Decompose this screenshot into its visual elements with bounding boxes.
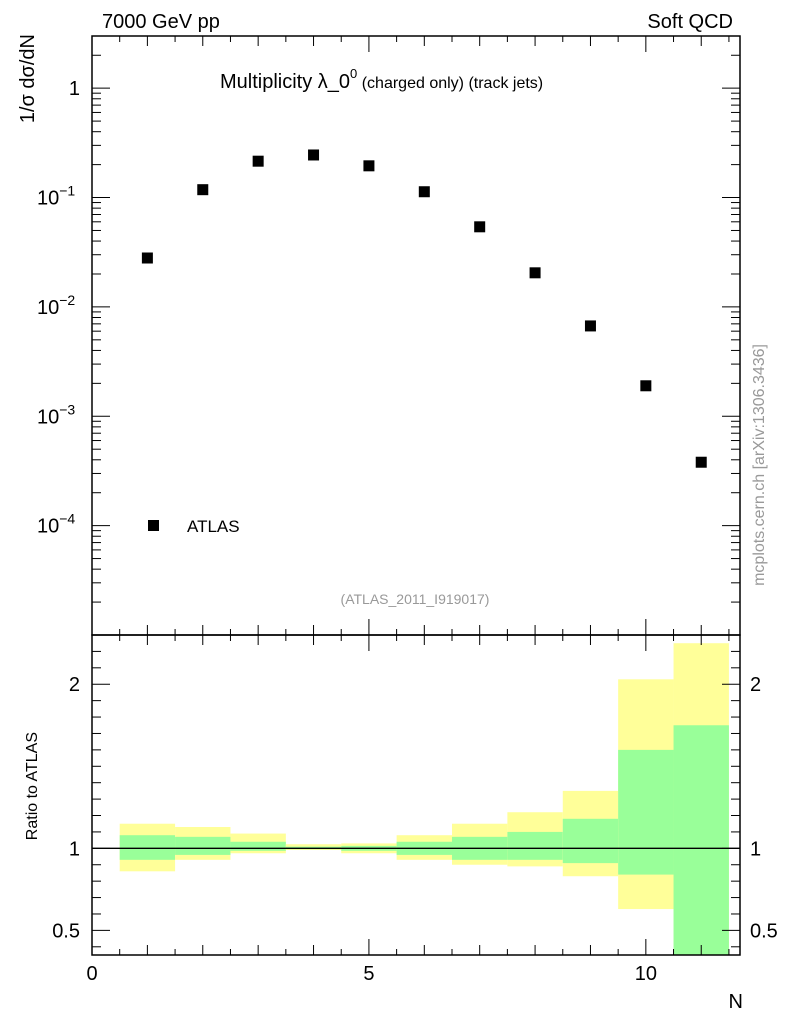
data-point-3 [252,155,264,167]
x-tick-label: 5 [363,963,374,985]
data-point-6 [418,186,430,198]
ratio-y-tick-label-left: 1 [69,838,80,860]
main-y-axis-label: 1/σ dσ/dN [17,34,39,123]
stat-band-1 [119,835,176,860]
header-right: Soft QCD [647,11,733,33]
stat-band-3 [230,841,286,851]
data-point-8 [529,267,541,279]
header-left: 7000 GeV pp [102,11,220,33]
y-tick-label: 10−1 [37,183,75,210]
y-tick-label: 10−4 [37,511,75,538]
data-point-11 [695,456,707,468]
stat-band-10 [618,749,674,875]
axes: 0 5 10 1 10−1 10−2 10−3 10−4 0.5 0.5 1 1 2 2 [37,35,778,985]
ratio-y-tick-label-right: 2 [750,674,761,696]
annotation: (ATLAS_2011_I919017) [341,591,490,607]
data-point-5 [363,160,375,172]
ratio-y-axis-label: Ratio to ATLAS [24,732,41,840]
stat-band-8 [507,831,563,860]
ratio-bands [119,643,729,955]
y-tick-label: 10−3 [37,401,75,428]
ratio-y-tick-label-left: 2 [69,674,80,696]
main-title: Multiplicity λ_00 (charged only) (track … [220,66,543,93]
y-tick-label: 10−2 [37,292,75,319]
ratio-y-tick-label-right: 0.5 [750,920,778,942]
data-point-4 [308,149,320,161]
side-label: mcplots.cern.ch [arXiv:1306.3436] [751,344,768,586]
stat-band-11 [673,725,729,955]
y-tick-label: 1 [69,78,80,100]
ratio-frame [91,634,741,956]
x-tick-label: 0 [86,963,97,985]
x-axis-label: N [729,991,743,1013]
x-tick-label: 10 [635,963,657,985]
stat-band-9 [562,818,619,864]
data-point-2 [197,184,209,196]
data-point-1 [141,252,153,264]
legend-label-atlas: ATLAS [187,517,240,536]
stat-band-2 [175,836,231,855]
legend-marker [148,520,159,531]
ratio-y-tick-label-right: 1 [750,838,761,860]
legend: ATLAS [148,517,240,536]
ratio-y-tick-label-left: 0.5 [52,920,80,942]
data-markers [141,149,707,468]
main-frame [91,35,741,636]
data-point-9 [584,320,596,332]
data-point-7 [474,221,486,233]
data-point-10 [640,380,652,392]
